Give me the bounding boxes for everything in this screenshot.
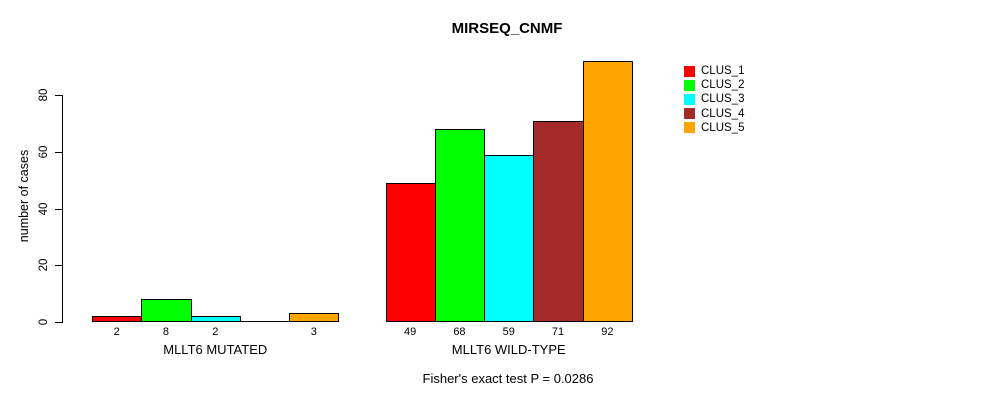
group-label: MLLT6 WILD-TYPE (451, 342, 566, 357)
bar-value-label: 2 (212, 326, 219, 338)
y-axis-tick (55, 95, 62, 96)
legend-row: CLUS_1 (684, 64, 744, 78)
bar-value-label: 71 (551, 326, 565, 338)
legend-row: CLUS_3 (684, 92, 744, 106)
bar-clus_2 (434, 129, 486, 322)
bar-value-label: 92 (601, 326, 614, 338)
legend-label: CLUS_4 (701, 107, 745, 120)
legend-swatch (684, 79, 695, 91)
legend-label: CLUS_2 (701, 79, 745, 92)
bar-value-label: 68 (453, 326, 466, 338)
bar-clus_3 (190, 316, 241, 322)
group-label: MLLT6 MUTATED (163, 342, 268, 357)
y-axis-tick (55, 265, 62, 267)
legend-row: CLUS_5 (684, 121, 744, 135)
bar-value-label: 49 (404, 326, 417, 338)
bar-clus_5 (582, 60, 633, 322)
y-axis-tick-label: 60 (38, 145, 50, 159)
bar-value-label: 8 (162, 326, 169, 338)
legend-swatch (684, 65, 695, 77)
y-axis-tick-label: 0 (38, 318, 50, 326)
y-axis-tick-label: 40 (38, 202, 50, 215)
bar-clus_3 (484, 154, 535, 322)
y-axis-tick (55, 322, 62, 323)
y-axis-line (62, 95, 63, 323)
bar-clus_5 (289, 313, 340, 322)
bar-value-label: 2 (113, 326, 120, 338)
y-axis-tick (55, 208, 62, 210)
legend-row: CLUS_2 (684, 78, 744, 92)
chart-title: MIRSEQ_CNMF (451, 20, 563, 37)
bar-clus_4 (533, 120, 584, 322)
y-axis-tick-label: 80 (38, 88, 50, 102)
legend-label: CLUS_3 (701, 93, 745, 106)
bar-clus_2 (141, 299, 192, 322)
y-axis-tick (55, 151, 62, 153)
annotation-text: Fisher's exact test P = 0.0286 (422, 371, 594, 386)
legend-label: CLUS_1 (701, 65, 745, 78)
legend-label: CLUS_5 (701, 121, 745, 134)
legend-swatch (684, 122, 695, 134)
y-axis-tick-label: 20 (38, 258, 50, 272)
bar-clus_1 (92, 316, 143, 322)
bar-zero (239, 321, 291, 322)
bar-value-label: 3 (310, 326, 317, 338)
legend-swatch (684, 108, 695, 120)
bar-value-label: 59 (502, 326, 515, 338)
bar-clus_1 (385, 182, 436, 322)
legend-row: CLUS_4 (684, 107, 744, 121)
legend-swatch (684, 93, 695, 105)
legend: CLUS_1 CLUS_2 CLUS_3 CLUS_4 CLUS_5 (684, 64, 744, 135)
